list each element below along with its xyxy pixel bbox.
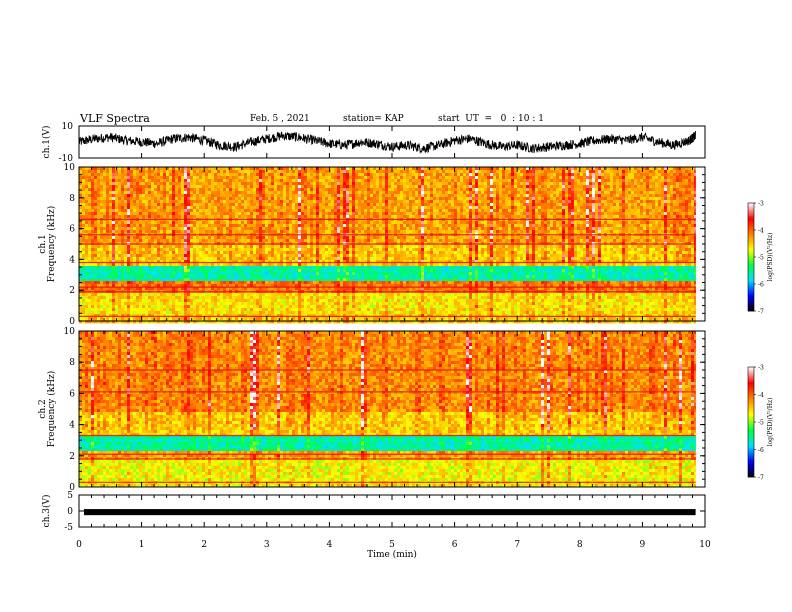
ch3-waveform-band [84, 509, 696, 516]
colorbar-tick-label: -4 [758, 392, 764, 399]
colorbar-tick-label: -3 [758, 201, 764, 208]
y-tick-label: 6 [69, 225, 75, 235]
colorbar [748, 367, 754, 478]
ch3-y-tick-label: -5 [64, 523, 73, 533]
station-label: station= KAP [343, 114, 404, 124]
colorbar-label: log(PSD)(V²/Hz) [767, 233, 774, 282]
date-label: Feb. 5 , 2021 [250, 114, 310, 124]
y-tick-label: 6 [69, 389, 75, 399]
y-axis-label: Frequency (kHz) [46, 206, 57, 283]
y-tick-label: 0 [69, 483, 75, 493]
y-axis-label-channel: ch.2 [38, 399, 48, 418]
x-tick-label: 6 [452, 540, 458, 550]
ch1-y-tick-label: 10 [62, 122, 74, 132]
ch3-y-tick-label: 5 [67, 491, 73, 501]
ch2-spectrogram [79, 331, 696, 488]
y-axis-label-channel: ch.1 [38, 234, 48, 253]
colorbar-tick-label: -7 [758, 475, 764, 482]
x-tick-label: 2 [201, 540, 207, 550]
x-tick-label: 10 [699, 540, 711, 550]
ch3-y-tick-label: 0 [67, 507, 73, 517]
ch1-y-axis-label: ch.1(V) [41, 126, 52, 159]
colorbar-tick-label: -6 [758, 447, 764, 454]
colorbar-tick-label: -5 [758, 255, 764, 262]
x-axis-label: Time (min) [367, 549, 417, 560]
colorbar-tick-label: -7 [758, 309, 764, 316]
colorbar-tick-label: -6 [758, 282, 764, 289]
x-tick-label: 0 [76, 540, 82, 550]
y-tick-label: 10 [64, 163, 76, 173]
x-tick-label: 7 [514, 540, 520, 550]
y-axis-label: Frequency (kHz) [46, 371, 57, 448]
ch1-spectrogram [79, 167, 696, 324]
colorbar-label: log(PSD)(V²/Hz) [767, 398, 774, 447]
ch3-y-axis-label: ch.3(V) [41, 495, 52, 528]
ch1-y-tick-label: -10 [59, 154, 74, 164]
y-tick-label: 8 [69, 358, 75, 368]
y-tick-label: 2 [69, 286, 75, 296]
y-tick-label: 0 [69, 317, 75, 327]
x-tick-label: 8 [577, 540, 583, 550]
colorbar-tick-label: -4 [758, 228, 764, 235]
colorbar [748, 203, 754, 312]
y-tick-label: 8 [69, 194, 75, 204]
colorbar-tick-label: -3 [758, 365, 764, 372]
chart-title: VLF Spectra [80, 112, 150, 125]
y-tick-label: 2 [69, 452, 75, 462]
y-tick-label: 10 [64, 327, 76, 337]
start-ut-label: start UT = 0 : 10 : 1 [438, 114, 544, 124]
x-tick-label: 4 [327, 540, 333, 550]
y-tick-label: 4 [69, 421, 75, 431]
x-tick-label: 9 [640, 540, 646, 550]
y-tick-label: 4 [69, 255, 75, 265]
x-tick-label: 1 [139, 540, 145, 550]
ch1-waveform-line [78, 130, 696, 155]
colorbar-tick-label: -5 [758, 420, 764, 427]
x-tick-label: 5 [389, 540, 395, 550]
x-tick-label: 3 [264, 540, 270, 550]
